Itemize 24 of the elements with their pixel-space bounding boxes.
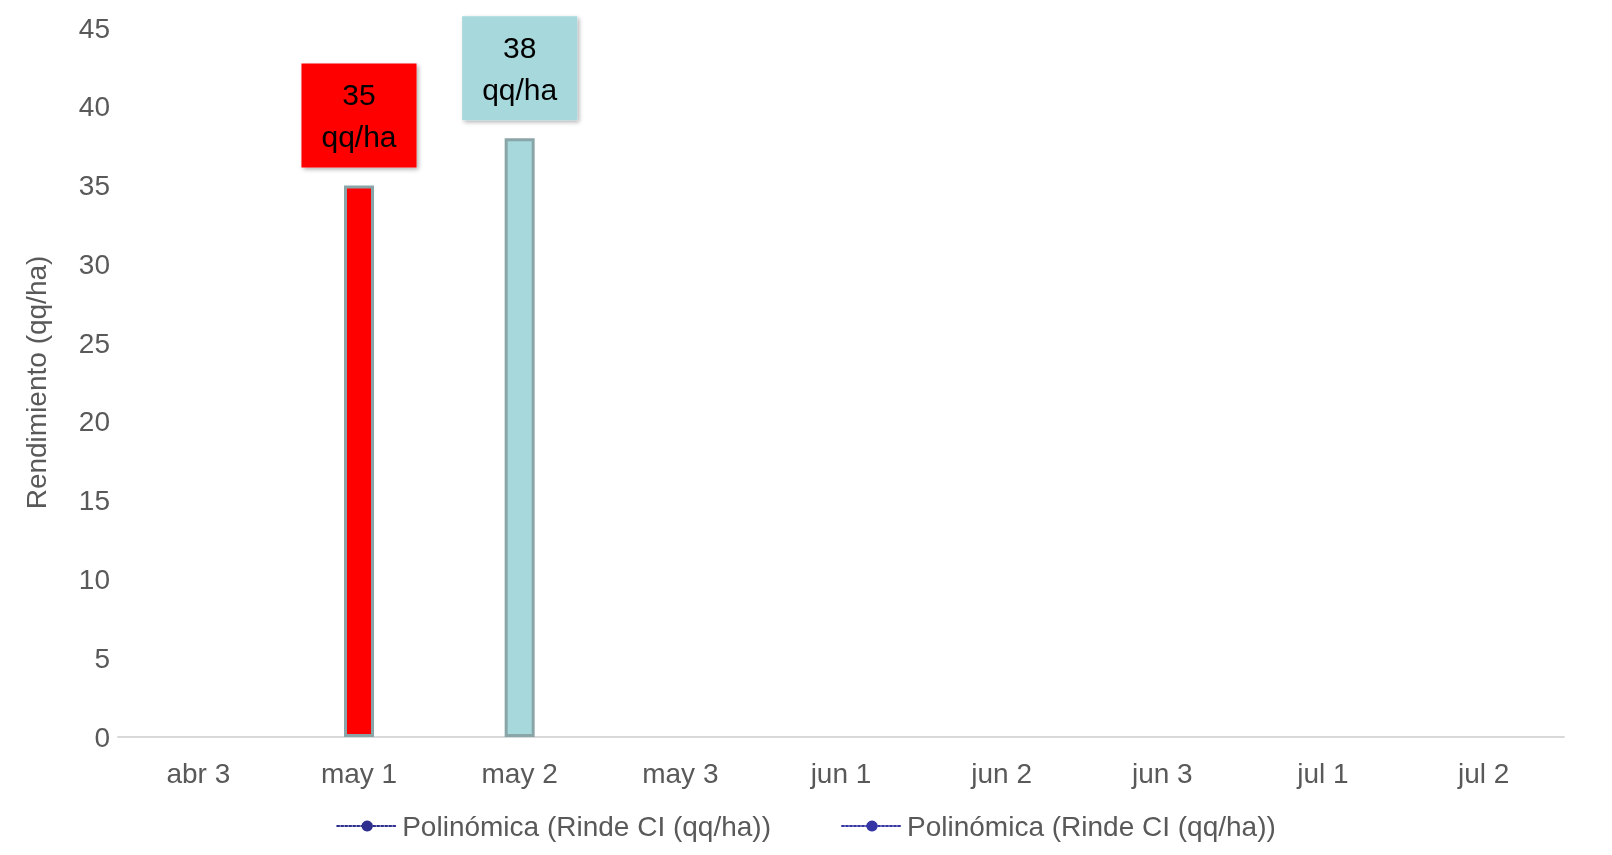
y-tick-label: 25	[78, 327, 110, 359]
x-tick-label: jul 2	[1456, 757, 1510, 789]
x-tick-label: jul 1	[1296, 757, 1349, 789]
x-tick-label: may 2	[481, 757, 558, 789]
y-tick-label: 40	[78, 91, 110, 123]
y-tick-label: 0	[94, 721, 110, 753]
x-tick-label: may 3	[642, 757, 719, 789]
legend-label: Polinómica (Rinde CI (qq/ha))	[907, 810, 1276, 842]
x-tick-label: may 1	[320, 757, 398, 789]
data-label: 35 qq/ha	[321, 78, 397, 154]
x-tick-label: jun 2	[970, 757, 1033, 789]
x-tick-label: jun 3	[1130, 757, 1193, 789]
x-tick-label: jun 1	[809, 757, 872, 789]
y-tick-label: 45	[78, 12, 110, 44]
y-tick-label: 35	[78, 170, 110, 202]
legend-label: Polinómica (Rinde CI (qq/ha))	[402, 810, 771, 842]
x-tick-label: abr 3	[166, 757, 231, 789]
y-tick-label: 5	[94, 642, 110, 674]
data-label: 38 qq/ha	[482, 30, 558, 106]
y-tick-label: 10	[78, 563, 110, 595]
y-axis-title: Rendimiento (qq/ha)	[20, 255, 52, 510]
y-tick-label: 15	[78, 485, 110, 517]
y-tick-label: 30	[78, 248, 110, 280]
y-tick-label: 20	[78, 406, 110, 438]
